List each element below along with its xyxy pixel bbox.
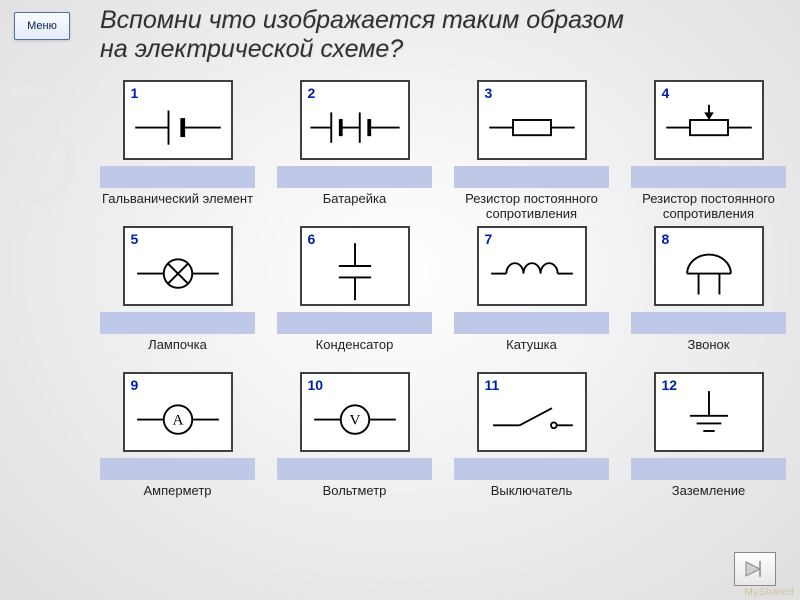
card-number: 5 (131, 231, 139, 247)
symbol-caption: Гальванический элемент (100, 192, 255, 226)
card-number: 11 (485, 377, 500, 393)
symbol-card[interactable]: 8 (654, 226, 764, 306)
watermark: MyShared (744, 587, 794, 598)
answer-bar[interactable] (277, 166, 432, 188)
symbol-cell: 6 Конденсатор (277, 226, 432, 372)
grid-row: 9 A Амперметр 10 V Вольтметр 11 (100, 372, 780, 518)
symbol-cell: 1 Гальванический элемент (100, 80, 255, 226)
symbol-card[interactable]: 5 (123, 226, 233, 306)
card-number: 12 (662, 377, 678, 393)
card-number: 4 (662, 85, 670, 101)
symbol-cell: 7 Катушка (454, 226, 609, 372)
card-number: 1 (131, 85, 139, 101)
battery-icon (302, 82, 408, 158)
symbol-cell: 2 Батарейка (277, 80, 432, 226)
card-number: 10 (308, 377, 324, 393)
symbol-card[interactable]: 7 (477, 226, 587, 306)
answer-bar[interactable] (631, 166, 786, 188)
symbol-cell: 12 Заземление (631, 372, 786, 518)
cell-icon (125, 82, 231, 158)
symbol-caption: Катушка (454, 338, 609, 372)
answer-bar[interactable] (100, 166, 255, 188)
answer-bar[interactable] (277, 458, 432, 480)
symbol-card[interactable]: 1 (123, 80, 233, 160)
lamp-icon (125, 228, 231, 304)
symbol-cell: 8 Звонок (631, 226, 786, 372)
answer-bar[interactable] (454, 166, 609, 188)
answer-bar[interactable] (454, 312, 609, 334)
capacitor-icon (302, 228, 408, 304)
svg-text:V: V (349, 411, 360, 428)
answer-bar[interactable] (100, 458, 255, 480)
symbol-cell: 9 A Амперметр (100, 372, 255, 518)
grid-row: 1 Гальванический элемент 2 (100, 80, 780, 226)
answer-bar[interactable] (631, 458, 786, 480)
bell-icon (656, 228, 762, 304)
symbol-caption: Вольтметр (277, 484, 432, 518)
card-number: 8 (662, 231, 670, 247)
symbol-caption: Конденсатор (277, 338, 432, 372)
card-number: 7 (485, 231, 493, 247)
symbol-caption: Амперметр (100, 484, 255, 518)
symbol-caption: Звонок (631, 338, 786, 372)
ammeter-icon: A (125, 374, 231, 450)
card-number: 6 (308, 231, 316, 247)
card-number: 3 (485, 85, 493, 101)
answer-bar[interactable] (454, 458, 609, 480)
symbol-card[interactable]: 11 (477, 372, 587, 452)
symbols-grid: 1 Гальванический элемент 2 (100, 80, 780, 518)
symbol-caption: Резистор постоянного сопротивления (454, 192, 609, 226)
answer-bar[interactable] (631, 312, 786, 334)
answer-bar[interactable] (100, 312, 255, 334)
symbol-card[interactable]: 2 (300, 80, 410, 160)
symbol-card[interactable]: 9 A (123, 372, 233, 452)
inductor-icon (479, 228, 585, 304)
next-button[interactable] (734, 552, 776, 586)
menu-button[interactable]: Меню (14, 12, 70, 40)
menu-label: Меню (27, 20, 57, 32)
symbol-cell: 11 Выключатель (454, 372, 609, 518)
symbol-cell: 3 Резистор постоянного сопротивления (454, 80, 609, 226)
rheostat-icon (656, 82, 762, 158)
symbol-cell: 4 Резистор постоянного сопротивления (631, 80, 786, 226)
decorative-rings (10, 70, 80, 210)
arrow-right-icon (744, 559, 766, 579)
symbol-cell: 10 V Вольтметр (277, 372, 432, 518)
symbol-card[interactable]: 4 (654, 80, 764, 160)
resistor-icon (479, 82, 585, 158)
answer-bar[interactable] (277, 312, 432, 334)
symbol-caption: Заземление (631, 484, 786, 518)
card-number: 2 (308, 85, 316, 101)
title-line-2: на электрической схеме? (100, 35, 403, 63)
title-line-1: Вспомни что изображается таким образом (100, 6, 624, 34)
symbol-card[interactable]: 3 (477, 80, 587, 160)
page-title: Вспомни что изображается таким образом н… (100, 6, 780, 64)
symbol-cell: 5 Лампочка (100, 226, 255, 372)
svg-text:A: A (172, 411, 183, 428)
symbol-card[interactable]: 6 (300, 226, 410, 306)
grid-row: 5 Лампочка 6 Конденсатор (100, 226, 780, 372)
symbol-caption: Выключатель (454, 484, 609, 518)
symbol-caption: Лампочка (100, 338, 255, 372)
symbol-card[interactable]: 10 V (300, 372, 410, 452)
symbol-caption: Батарейка (277, 192, 432, 226)
card-number: 9 (131, 377, 139, 393)
symbol-card[interactable]: 12 (654, 372, 764, 452)
symbol-caption: Резистор постоянного сопротивления (631, 192, 786, 226)
